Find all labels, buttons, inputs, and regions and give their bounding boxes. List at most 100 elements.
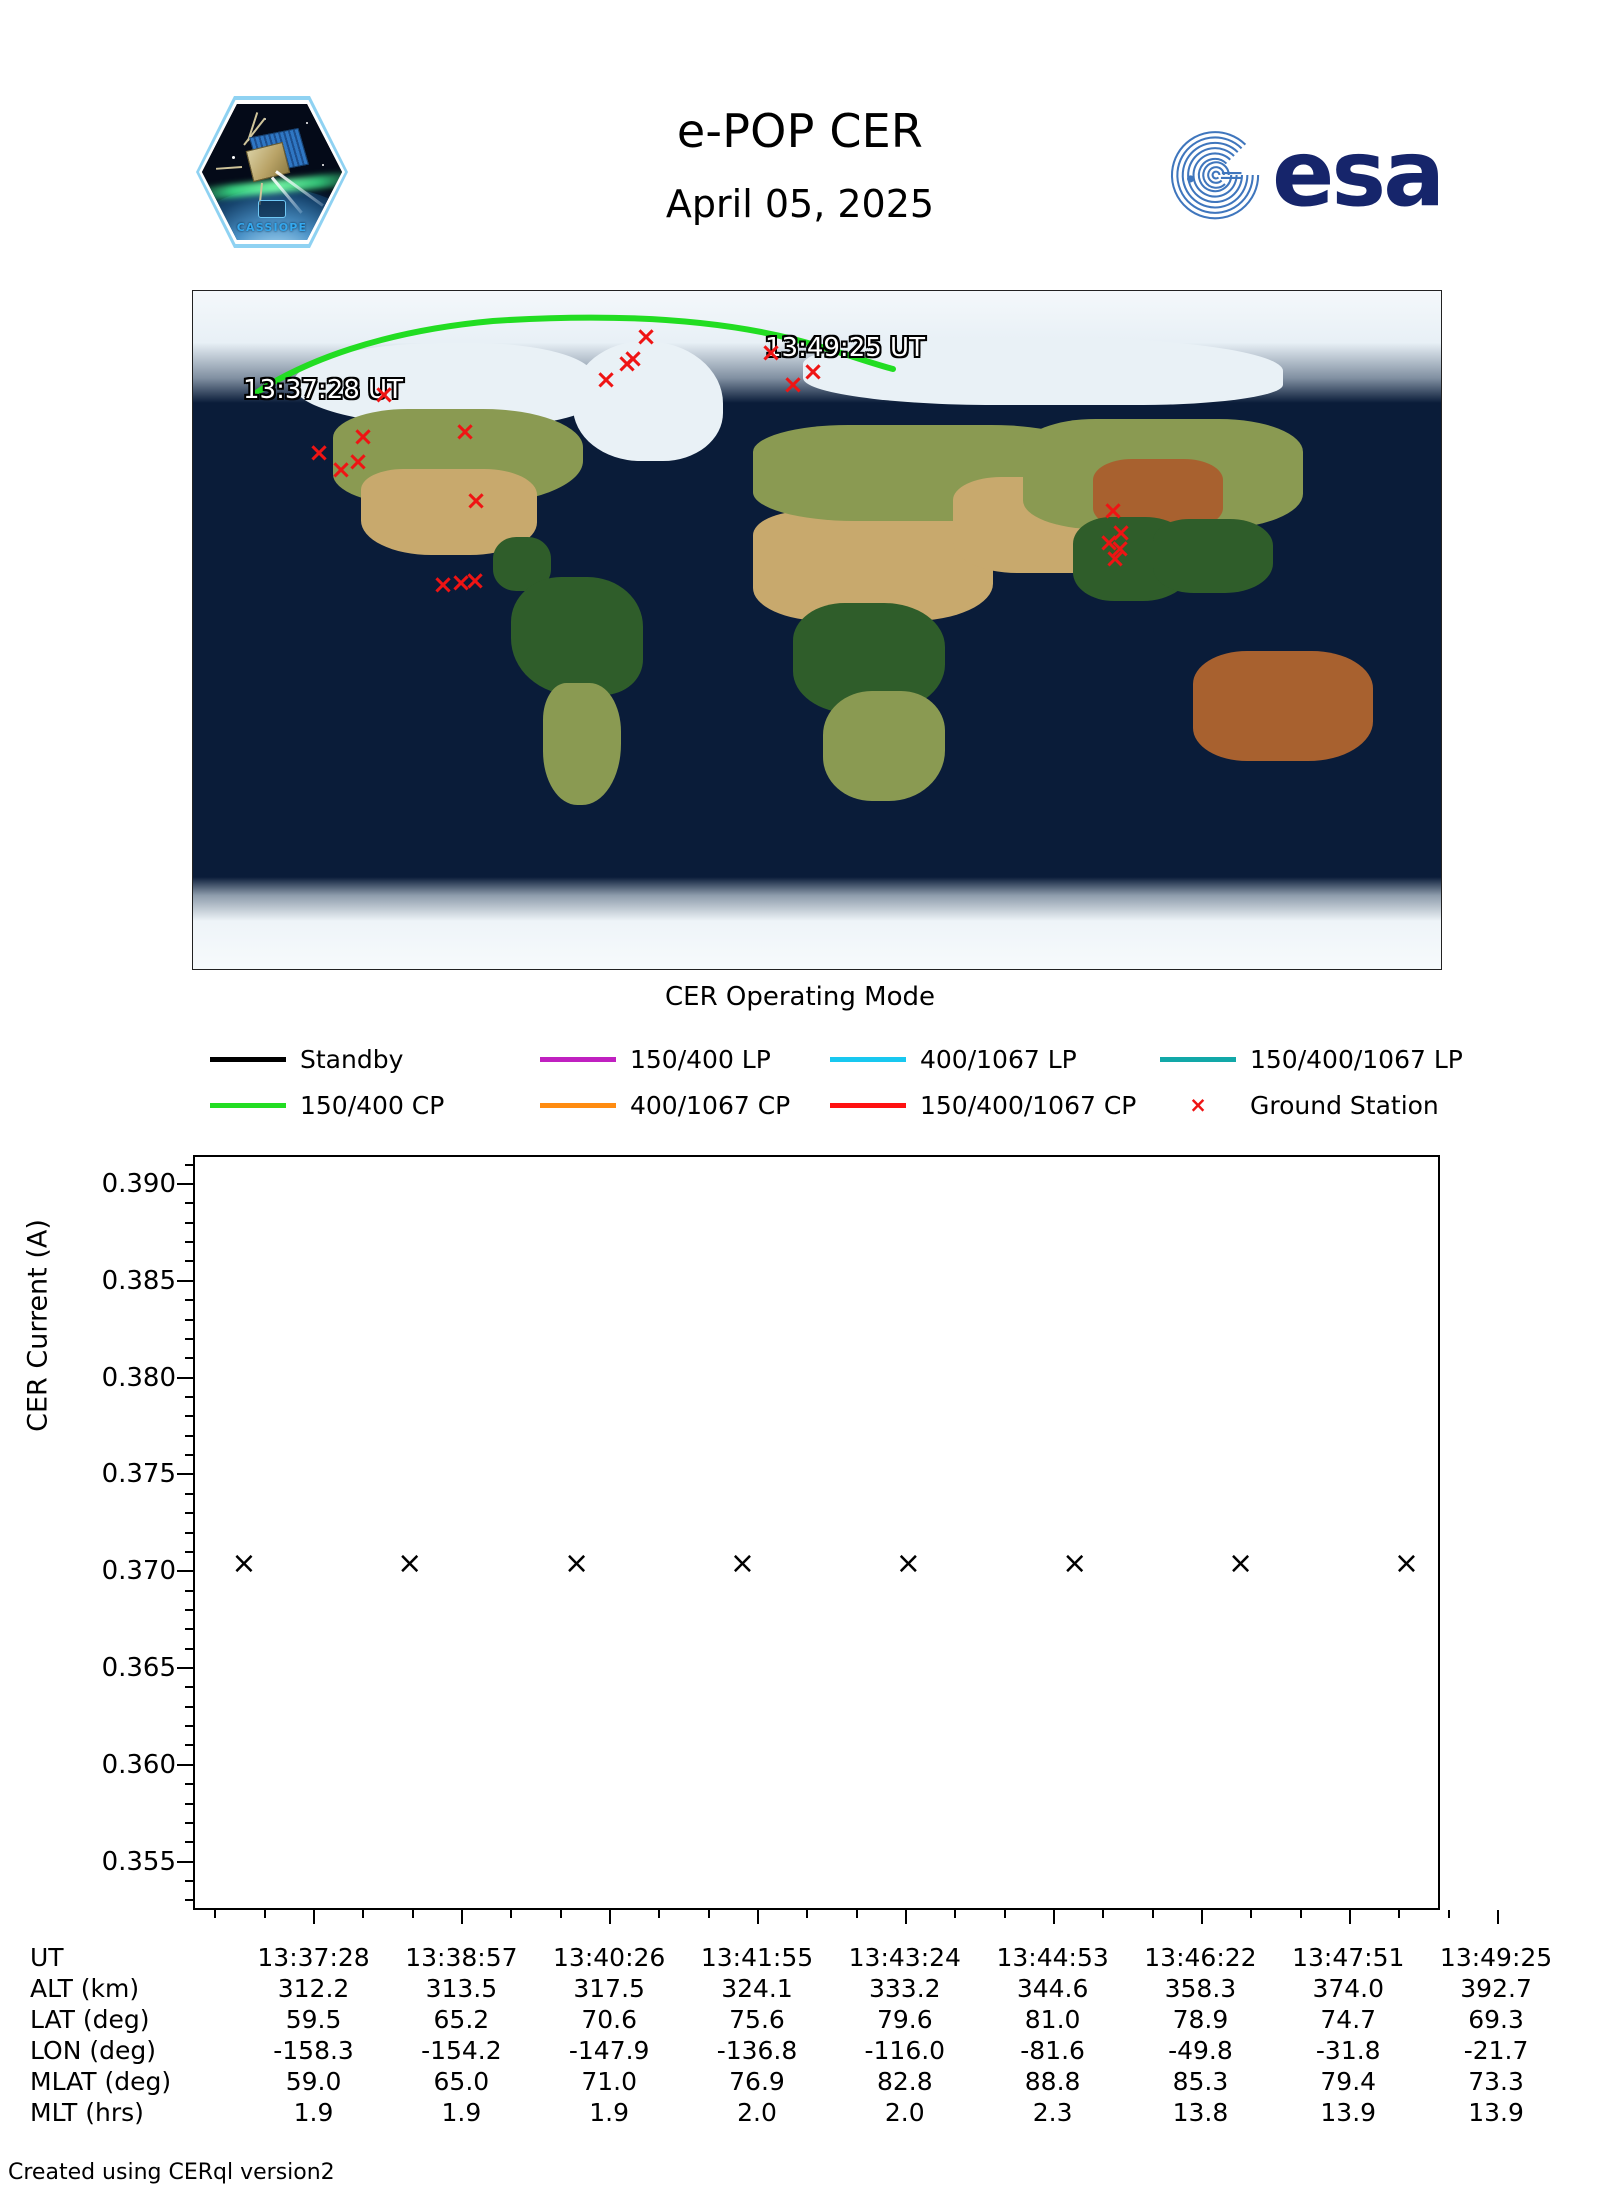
table-cell: 392.7 bbox=[1460, 1974, 1532, 2003]
map-caption: CER Operating Mode bbox=[664, 982, 935, 1012]
y-axis-tick-minor bbox=[185, 1879, 193, 1882]
table-cell: 65.0 bbox=[433, 2067, 490, 2096]
track-end-time-label: 13:49:25 UT bbox=[765, 333, 925, 363]
x-axis-tick-major bbox=[905, 1910, 907, 1924]
legend-color-swatch bbox=[540, 1102, 616, 1108]
legend-item-label: 400/1067 LP bbox=[920, 1044, 1077, 1074]
orbit-parameter-table-body: UT 13:37:28 13:38:57 13:40:26 13:41:55 13:43:… bbox=[30, 1942, 1570, 2128]
table-cell: 13.9 bbox=[1468, 2098, 1524, 2127]
table-cell: 1.9 bbox=[441, 2098, 482, 2127]
cer-current-plot: × × × × × × × × bbox=[193, 1155, 1440, 1910]
y-axis-tick-minor bbox=[185, 1802, 193, 1805]
satellite-ground-track bbox=[250, 314, 896, 398]
world-map-panel: 13:37:28 UT 13:49:25 UT × × × × × × × × × × × × × × × ×… bbox=[192, 290, 1442, 970]
table-cell: 82.8 bbox=[876, 2067, 933, 2096]
legend-item: × Ground Station bbox=[1160, 1091, 1460, 1120]
table-row-label: MLAT (deg) bbox=[30, 2067, 172, 2096]
footer-credit: Created using CERql version2 bbox=[8, 2160, 335, 2185]
legend-item-label: 150/400/1067 CP bbox=[920, 1090, 1137, 1120]
table-cell: 1.9 bbox=[293, 2098, 334, 2127]
x-axis-tick-minor bbox=[214, 1910, 217, 1918]
plot-data-point: × bbox=[729, 1545, 755, 1581]
x-axis-tick-minor bbox=[855, 1910, 858, 1918]
y-axis-tick-minor bbox=[185, 1434, 193, 1437]
y-axis-tick-major bbox=[177, 1183, 193, 1186]
cassiope-logo-text: CASSIOPE bbox=[236, 221, 308, 234]
x-axis-tick-minor bbox=[1398, 1910, 1401, 1918]
x-axis-tick-minor bbox=[1447, 1910, 1450, 1918]
table-cell: 71.0 bbox=[581, 2067, 637, 2096]
cassiope-mission-logo: CASSIOPE bbox=[196, 96, 348, 248]
plot-data-point: × bbox=[397, 1545, 423, 1581]
y-axis-tick-minor bbox=[185, 1744, 193, 1747]
landmass-siberia-north bbox=[803, 337, 1283, 405]
y-axis-tick-minor bbox=[185, 1783, 193, 1786]
x-axis-tick-major bbox=[313, 1910, 315, 1924]
table-cell: -31.8 bbox=[1315, 2036, 1381, 2065]
table-row: LON (deg) -158.3 -154.2 -147.9 -136.8 -116.0 -… bbox=[30, 2035, 1570, 2066]
x-axis-tick-minor bbox=[263, 1910, 266, 1918]
table-cell: 65.2 bbox=[433, 2005, 490, 2034]
y-axis-tick-label: 0.385 bbox=[101, 1265, 176, 1296]
legend-item: 150/400/1067 CP bbox=[830, 1091, 1160, 1120]
table-cell: 79.6 bbox=[876, 2005, 933, 2034]
table-cell: 74.7 bbox=[1320, 2005, 1377, 2034]
x-axis-tick-minor bbox=[806, 1910, 809, 1918]
table-cell: 13.9 bbox=[1320, 2098, 1377, 2127]
landmass-australia bbox=[1193, 651, 1373, 761]
table-cell: 81.0 bbox=[1024, 2005, 1081, 2034]
table-cell: 70.6 bbox=[581, 2005, 637, 2034]
legend-item-label: 400/1067 CP bbox=[630, 1090, 791, 1120]
y-axis-tick-label: 0.360 bbox=[101, 1749, 176, 1780]
y-axis-tick-minor bbox=[185, 1202, 193, 1205]
table-row-label: MLT (hrs) bbox=[30, 2098, 144, 2127]
table-row-label: LAT (deg) bbox=[30, 2005, 150, 2034]
y-axis-tick-minor bbox=[185, 1454, 193, 1457]
table-cell: 85.3 bbox=[1172, 2067, 1229, 2096]
y-axis-tick-minor bbox=[185, 1589, 193, 1592]
y-axis-tick-label: 0.365 bbox=[101, 1653, 176, 1683]
track-start-time-label: 13:37:28 UT bbox=[243, 375, 403, 405]
legend-color-swatch bbox=[830, 1056, 906, 1062]
legend-item-label: 150/400 LP bbox=[630, 1044, 771, 1074]
y-axis-tick-minor bbox=[185, 1841, 193, 1844]
y-axis-tick-minor bbox=[185, 1531, 193, 1534]
table-row: MLAT (deg) 59.0 65.0 71.0 76.9 82.8 88.8 85.3 79… bbox=[30, 2066, 1570, 2097]
table-cell: 78.9 bbox=[1172, 2005, 1229, 2034]
table-cell: 13:38:57 bbox=[405, 1943, 518, 1972]
y-axis-tick-minor bbox=[185, 1899, 193, 1902]
table-cell: 73.3 bbox=[1468, 2067, 1524, 2096]
table-cell: 75.6 bbox=[729, 2005, 785, 2034]
y-axis-tick-major bbox=[177, 1376, 193, 1379]
antarctic-ice bbox=[193, 877, 1441, 969]
table-cell: -136.8 bbox=[716, 2036, 798, 2065]
plot-data-point: × bbox=[1393, 1545, 1420, 1581]
y-axis-tick-minor bbox=[185, 1492, 193, 1495]
x-axis-tick-minor bbox=[559, 1910, 562, 1918]
esa-logo: esa bbox=[1168, 126, 1460, 224]
y-axis-tick-minor bbox=[185, 1299, 193, 1302]
y-axis-tick-label: 0.355 bbox=[101, 1846, 176, 1877]
y-axis-tick-minor bbox=[185, 1686, 193, 1689]
y-axis-tick-minor bbox=[185, 1221, 193, 1224]
plot-data-point: × bbox=[231, 1545, 257, 1581]
y-axis-tick-minor bbox=[185, 1608, 193, 1611]
y-axis-tick-minor bbox=[185, 1241, 193, 1244]
table-cell: 13:41:55 bbox=[700, 1943, 814, 1972]
legend-item-label: Standby bbox=[300, 1044, 404, 1074]
x-axis-tick-minor bbox=[411, 1910, 414, 1918]
y-axis-tick-major bbox=[177, 1473, 193, 1476]
x-axis-tick-minor bbox=[1250, 1910, 1253, 1918]
legend-color-swatch bbox=[1160, 1056, 1236, 1062]
table-row: MLT (hrs) 1.9 1.9 1.9 2.0 2.0 2.3 13.8 13.9 13.9 bbox=[30, 2097, 1570, 2128]
legend-item: 400/1067 CP bbox=[540, 1091, 830, 1120]
table-cell: 76.9 bbox=[729, 2067, 785, 2096]
table-cell: 13:40:26 bbox=[553, 1943, 666, 1972]
x-axis-tick-major bbox=[1201, 1910, 1203, 1924]
legend-color-swatch bbox=[830, 1102, 906, 1108]
legend-item: 150/400/1067 LP bbox=[1160, 1044, 1463, 1074]
landmass-southern-africa bbox=[823, 691, 945, 801]
legend-item-label: 150/400/1067 LP bbox=[1250, 1044, 1463, 1074]
y-axis-tick-label: 0.380 bbox=[101, 1362, 176, 1393]
plot-data-point: × bbox=[1228, 1545, 1254, 1581]
